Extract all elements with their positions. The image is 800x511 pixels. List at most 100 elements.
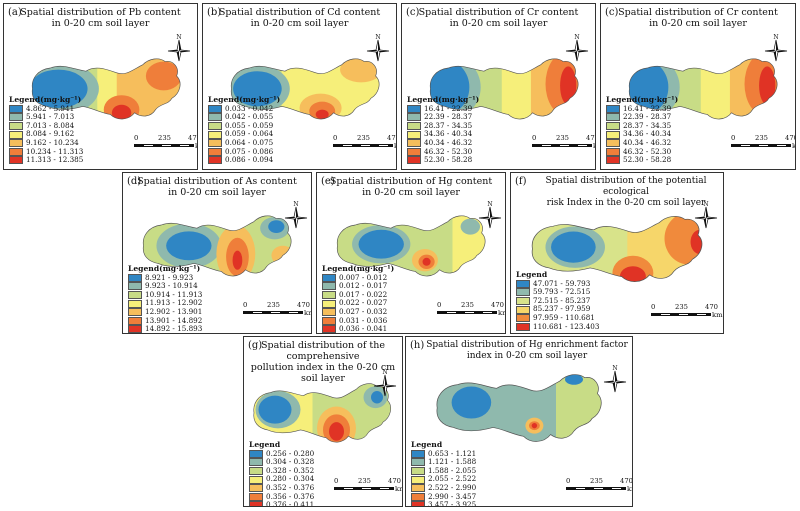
legend-swatch <box>322 316 336 325</box>
legend-swatch <box>208 113 222 122</box>
legend-item: 16.41 - 22.39 <box>606 104 678 114</box>
legend-item: 0.055 - 0.059 <box>208 121 280 131</box>
panel-title: Spatial distribution of the comprehensiv… <box>244 340 402 384</box>
zone-east-min <box>371 391 383 404</box>
north-label: N <box>293 201 298 208</box>
legend-label: 8.084 - 9.162 <box>26 129 75 139</box>
legend-swatch <box>208 147 222 156</box>
legend-item: 0.376 - 0.411 <box>249 501 314 506</box>
legend-item: 97.959 - 110.681 <box>516 313 599 323</box>
scale-tick-label: 235 <box>755 134 768 142</box>
legend-swatch <box>407 130 421 139</box>
legend-item: 0.075 - 0.086 <box>208 147 280 157</box>
legend-label: 0.031 - 0.036 <box>339 315 388 325</box>
zone-min <box>32 69 88 109</box>
legend-item: 59.793 - 72.515 <box>516 288 599 297</box>
scale-tick-label: 470 <box>188 134 197 142</box>
scale-tick-label: 235 <box>358 477 371 485</box>
panel-title-line: pollution index in the 0-20 cm soil laye… <box>250 362 396 384</box>
legend-item: 0.036 - 0.041 <box>322 325 394 333</box>
legend-item: 72.515 - 85.237 <box>516 296 599 306</box>
scale-tick-label: 0 <box>333 134 338 142</box>
panel-label: (g) <box>248 340 263 351</box>
scale-bar-graphic <box>532 144 592 147</box>
legend-label: 28.37 - 34.35 <box>424 120 473 130</box>
scale-tick-label: 470 <box>785 134 795 142</box>
north-arrow-fill <box>566 40 588 61</box>
legend-label: 7.013 - 8.084 <box>26 120 75 130</box>
scale-unit: km <box>394 142 396 150</box>
choropleth-map <box>336 215 486 277</box>
panel-title: Spatial distribution of As content in 0-2… <box>123 176 311 198</box>
legend-swatch <box>128 299 142 308</box>
legend-swatch <box>606 122 620 131</box>
legend: Legend(mg·kg⁻¹) 0.033 - 0.042 0.042 - 0.05… <box>208 95 280 165</box>
legend-label: 0.256 - 0.280 <box>266 448 315 458</box>
choropleth-map <box>628 58 778 120</box>
legend-item: 14.892 - 15.893 <box>128 324 203 334</box>
panel-a: (a) Spatial distribution of Pb content in … <box>3 3 198 170</box>
legend-label: 14.892 - 15.893 <box>145 324 203 334</box>
panel-title-line: Spatial distribution of the comprehensiv… <box>261 340 385 362</box>
north-label: N <box>703 201 708 208</box>
panel-label: (e) <box>321 176 335 187</box>
legend-label: 11.913 - 12.902 <box>145 298 203 308</box>
north-arrow-icon: N <box>564 32 590 62</box>
scale-tick-label: 0 <box>243 301 248 309</box>
legend-label: 34.36 - 40.34 <box>623 129 672 139</box>
region-outline <box>531 216 703 282</box>
legend-label: 2.990 - 3.457 <box>428 491 477 501</box>
legend-swatch <box>249 501 263 506</box>
legend-swatch <box>208 122 222 131</box>
legend-label: 4.862 - 5.941 <box>26 103 75 113</box>
legend-title: Legend(mg·kg⁻¹) <box>407 95 480 104</box>
legend-label: 13.901 - 14.892 <box>145 315 203 325</box>
zone-east <box>145 61 181 91</box>
legend-item: 0.042 - 0.055 <box>208 113 280 122</box>
scale-tick-label: 470 <box>705 303 718 311</box>
scale-tick-label: 235 <box>267 301 280 309</box>
legend-label: 3.457 - 3.925 <box>428 500 477 507</box>
panel-title: Spatial distribution of Hg enrichment fa… <box>406 340 632 362</box>
scale-tick-label: 470 <box>297 301 310 309</box>
legend-item: 0.653 - 1.121 <box>411 449 476 459</box>
scale-tick-label: 470 <box>620 477 633 485</box>
scale-unit: km <box>304 309 311 317</box>
legend-item: 9.923 - 10.914 <box>128 282 202 291</box>
legend-label: 46.32 - 52.30 <box>623 146 672 156</box>
scale-unit: km <box>498 309 505 317</box>
legend-label: 28.37 - 34.35 <box>623 120 672 130</box>
legend-item: 9.162 - 10.234 <box>9 138 83 148</box>
legend-swatch <box>322 291 336 300</box>
legend-item: 0.280 - 0.304 <box>249 475 314 484</box>
legend-swatch <box>249 475 263 484</box>
legend-swatch <box>9 104 23 113</box>
legend-item: 8.921 - 9.923 <box>128 273 202 283</box>
legend-item: 0.328 - 0.352 <box>249 466 314 476</box>
legend-item: 85.237 - 97.959 <box>516 305 599 314</box>
legend-label: 47.071 - 59.793 <box>533 278 591 288</box>
legend-item: 8.084 - 9.162 <box>9 130 83 139</box>
north-arrow-fill <box>168 40 190 61</box>
panel-title-line: risk Index in the 0-20 cm soil layer <box>546 198 706 208</box>
legend-swatch <box>249 492 263 501</box>
north-arrow-icon: N <box>283 199 309 229</box>
legend-label: 52.30 - 58.28 <box>424 155 473 165</box>
region-outline <box>436 374 602 442</box>
legend-label: 0.042 - 0.055 <box>225 112 274 122</box>
zone-min <box>233 71 282 107</box>
zone-min <box>451 386 492 419</box>
legend-item: 10.914 - 11.913 <box>128 290 202 300</box>
panel-title-line: Spatial distribution of As content <box>137 176 297 187</box>
legend-label: 46.32 - 52.30 <box>424 146 473 156</box>
panel-label: (a) <box>8 7 22 18</box>
north-label: N <box>382 369 387 376</box>
legend-label: 0.012 - 0.017 <box>339 281 388 291</box>
legend: Legend(mg·kg⁻¹) 8.921 - 9.923 9.923 - 10.9… <box>128 264 203 334</box>
legend-label: 22.39 - 28.37 <box>623 112 672 122</box>
legend-item: 2.522 - 2.990 <box>411 483 476 493</box>
panel-title-line: in 0-20 cm soil layer <box>168 187 266 198</box>
scale-tick-label: 0 <box>532 134 537 142</box>
